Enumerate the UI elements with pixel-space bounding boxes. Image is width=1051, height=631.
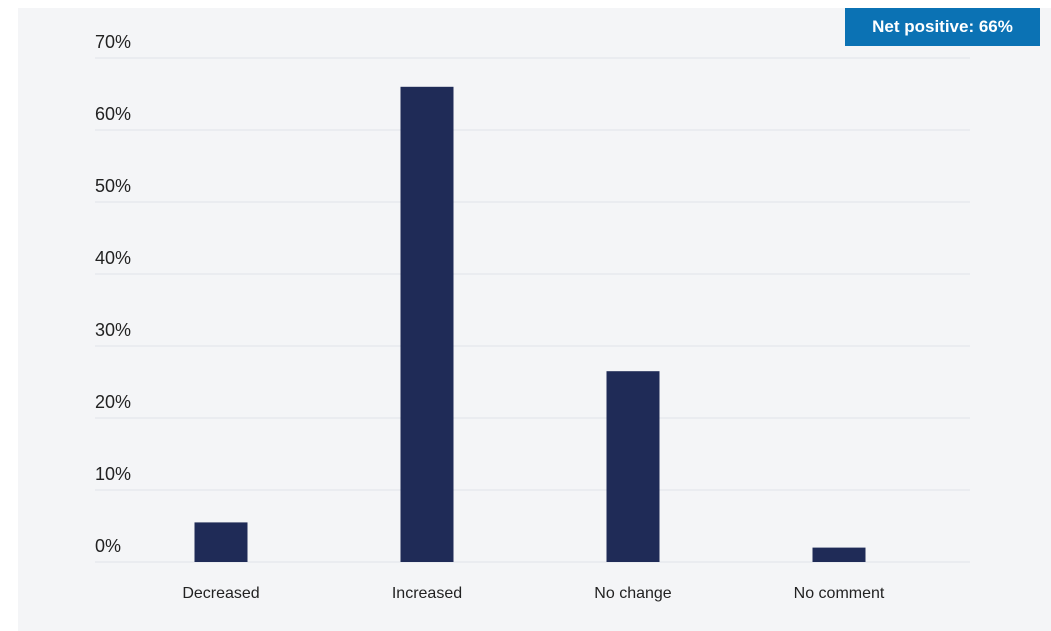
y-tick-label: 0% <box>95 536 121 556</box>
gridlines <box>95 57 970 563</box>
x-category-label: Increased <box>392 585 462 602</box>
y-tick-label: 70% <box>95 32 131 52</box>
y-tick-label: 30% <box>95 320 131 340</box>
y-tick-label: 10% <box>95 464 131 484</box>
x-category-label: No change <box>594 585 671 602</box>
y-tick-label: 60% <box>95 104 131 124</box>
x-category-label: No comment <box>794 585 885 602</box>
y-tick-label: 40% <box>95 248 131 268</box>
y-tick-label: 20% <box>95 392 131 412</box>
x-category-label: Decreased <box>182 585 259 602</box>
net-positive-badge: Net positive: 66% <box>845 8 1040 46</box>
bar-increased <box>400 86 454 563</box>
y-axis-ticks: 0% 10% 20% 30% 40% 50% 60% 70% <box>95 32 131 556</box>
bar-no-comment <box>812 547 866 562</box>
bar-decreased <box>194 522 248 562</box>
bars <box>194 86 866 563</box>
chart-panel <box>18 8 1051 631</box>
x-axis-labels: Decreased Increased No change No comment <box>182 585 885 602</box>
bar-no-change <box>606 371 660 562</box>
y-tick-label: 50% <box>95 176 131 196</box>
